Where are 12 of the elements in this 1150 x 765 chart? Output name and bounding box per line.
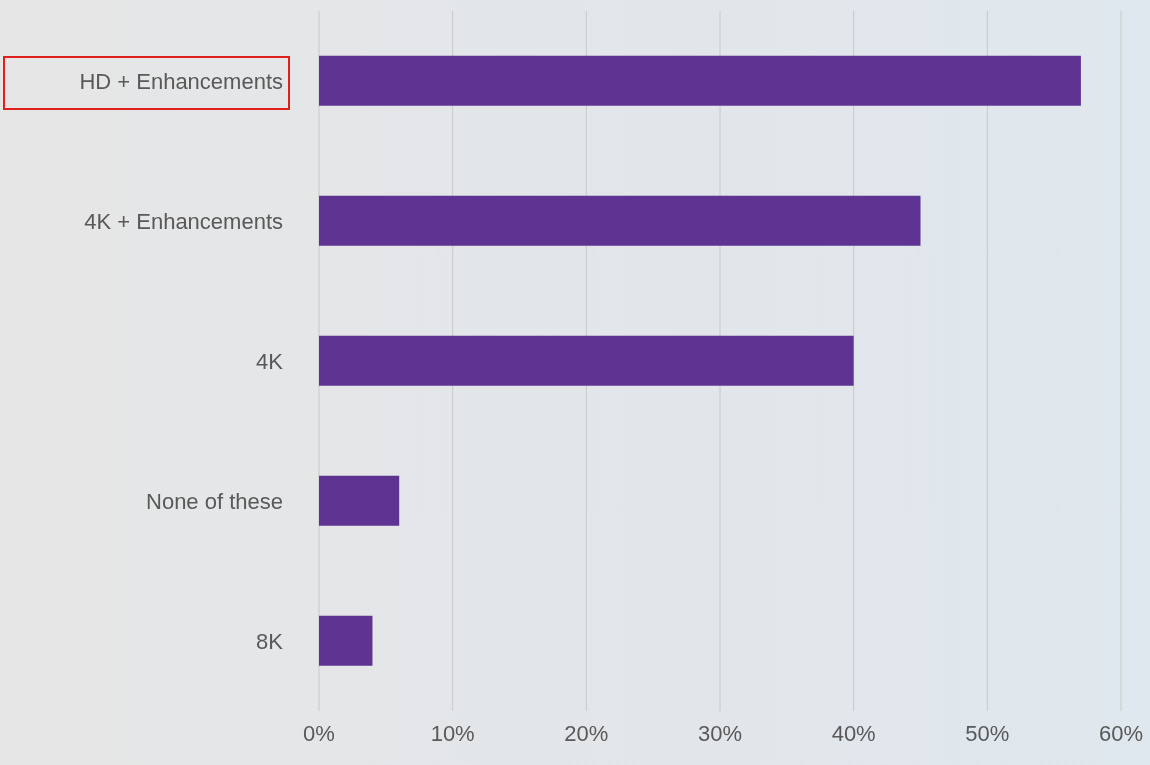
y-tick-label: 4K (256, 348, 284, 374)
x-tick-label: 10% (430, 720, 475, 746)
y-tick-label: HD + Enhancements (79, 68, 283, 94)
x-tick-label: 50% (965, 720, 1010, 746)
x-tick-label: 0% (303, 720, 335, 746)
x-tick-label: 40% (831, 720, 876, 746)
y-tick-label: None of these (146, 488, 283, 514)
x-tick-label: 60% (1098, 720, 1144, 746)
y-tick-label: 4K + Enhancements (84, 208, 283, 234)
y-tick-label: 8K (256, 628, 284, 654)
x-tick-label: 20% (564, 720, 609, 746)
x-tick-label: 30% (697, 720, 743, 746)
